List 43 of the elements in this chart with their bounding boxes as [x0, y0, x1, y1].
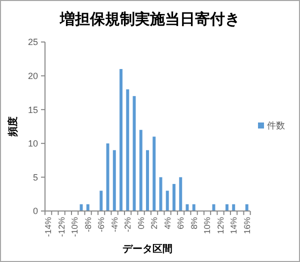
bar — [232, 204, 236, 211]
y-tick-label: 0 — [32, 206, 38, 216]
x-tick-label: 8% — [188, 216, 199, 230]
bar — [120, 69, 122, 211]
y-axis-title: 頻度 — [7, 116, 19, 138]
x-axis-title: データ区間 — [122, 243, 172, 255]
y-tick-label: 10 — [28, 138, 38, 149]
x-tick-label: -12% — [56, 216, 66, 237]
y-tick-label: 20 — [28, 70, 38, 81]
bar — [100, 190, 103, 211]
x-tick-label: 4% — [162, 216, 172, 230]
x-tick-label: 12% — [215, 216, 226, 234]
bar — [146, 150, 149, 211]
chart-title: 増担保規制実施当日寄付き — [59, 10, 240, 28]
x-tick-label: -4% — [109, 216, 120, 232]
x-tick-label: 6% — [176, 216, 186, 230]
x-tick-label: 10% — [202, 216, 212, 234]
bar — [225, 204, 228, 211]
bar — [179, 177, 182, 211]
bar — [126, 89, 130, 211]
y-tick-label: 15 — [28, 104, 38, 115]
x-tick-label: -2% — [122, 216, 133, 232]
legend-label: 件数 — [267, 120, 285, 131]
bar — [112, 150, 116, 211]
y-tick-label: 5 — [32, 172, 38, 182]
x-tick-label: 0% — [136, 216, 146, 230]
bar — [166, 190, 169, 211]
x-tick-label: -10% — [70, 216, 80, 237]
bar — [212, 204, 216, 211]
x-tick-label: -14% — [43, 216, 54, 237]
bar — [86, 204, 90, 211]
x-tick-label: 14% — [228, 216, 239, 234]
bar — [139, 130, 142, 211]
y-tick-label: 25 — [28, 37, 38, 48]
x-tick-label: -8% — [82, 216, 93, 232]
bar — [152, 136, 156, 211]
x-tick-label: 2% — [149, 216, 160, 230]
bar — [80, 204, 83, 211]
x-tick-label: -6% — [96, 216, 106, 232]
bar — [192, 204, 196, 211]
bar — [245, 204, 248, 211]
x-tick-label: 16% — [242, 216, 252, 234]
bar — [172, 184, 176, 211]
